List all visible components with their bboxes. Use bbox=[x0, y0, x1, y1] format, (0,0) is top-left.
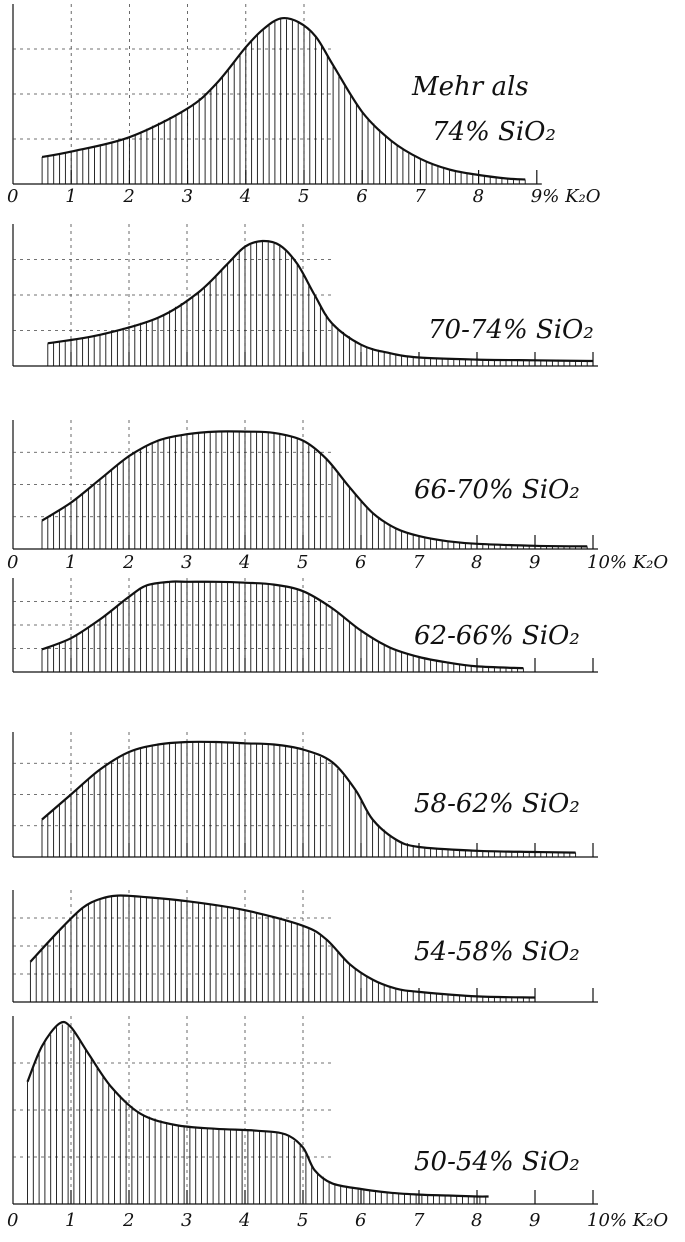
x-tick-label: 5 bbox=[298, 186, 309, 207]
panel-title: 62-66% SiO₂ bbox=[414, 621, 580, 651]
x-tick-label: 8 bbox=[471, 1210, 482, 1231]
x-tick-label: 2 bbox=[122, 186, 134, 207]
x-tick-label: 7 bbox=[414, 186, 426, 207]
panel-title: 74% SiO₂ bbox=[432, 117, 556, 147]
x-tick-label: 1 bbox=[65, 186, 76, 207]
x-tick-label: 5 bbox=[297, 1210, 308, 1231]
x-tick-label: 2 bbox=[122, 1210, 134, 1231]
x-tick-label: 6 bbox=[355, 1210, 366, 1231]
x-tick-label: 0 bbox=[7, 552, 18, 573]
distribution-curve bbox=[41, 740, 576, 854]
x-tick-label: 1 bbox=[65, 1210, 76, 1231]
panel-3: 66-70% SiO₂ 0 1 2 3 4 5 6 7 8 9 10% K₂O bbox=[7, 420, 668, 573]
panel-title: 50-54% SiO₂ bbox=[414, 1147, 580, 1177]
panel-title: 54-58% SiO₂ bbox=[414, 937, 580, 967]
x-tick-label: 2 bbox=[122, 552, 134, 573]
panel-7: 50-54% SiO₂ 0 1 2 3 4 5 6 7 8 9 10% K₂O bbox=[7, 1016, 668, 1231]
distribution-curve bbox=[47, 239, 594, 363]
panel-title: Mehr als bbox=[411, 72, 529, 102]
distribution-curve bbox=[26, 1020, 489, 1198]
panel-4: 62-66% SiO₂ bbox=[12, 578, 598, 673]
x-tick-label: 7 bbox=[413, 1210, 425, 1231]
distribution-curve bbox=[41, 430, 588, 548]
x-tick-label: 3 bbox=[181, 552, 192, 573]
panel-2: 70-74% SiO₂ bbox=[12, 224, 598, 367]
x-tick-label: 4 bbox=[238, 1210, 250, 1231]
panel-1: Mehr als 74% SiO₂ 0 1 2 3 4 5 6 7 8 9% K₂O bbox=[7, 4, 601, 207]
x-tick-label: 9 bbox=[529, 1210, 540, 1231]
distribution-curve bbox=[29, 894, 536, 999]
x-tick-label: 3 bbox=[181, 1210, 192, 1231]
distribution-curve bbox=[41, 16, 526, 181]
x-tick-label: 6 bbox=[356, 186, 367, 207]
panel-title: 66-70% SiO₂ bbox=[414, 475, 580, 505]
x-tick-label: 4 bbox=[238, 552, 250, 573]
panel-title: 58-62% SiO₂ bbox=[414, 789, 580, 819]
panel-title: 70-74% SiO₂ bbox=[428, 315, 594, 345]
x-tick-label: 4 bbox=[239, 186, 251, 207]
x-tick-label: 9 bbox=[529, 552, 540, 573]
distribution-curve bbox=[41, 580, 524, 670]
x-tick-label: 0 bbox=[7, 186, 18, 207]
x-tick-label: 5 bbox=[297, 552, 308, 573]
x-axis-unit-label: 10% K₂O bbox=[587, 1210, 668, 1231]
x-tick-label: 6 bbox=[355, 552, 366, 573]
panel-6: 54-58% SiO₂ bbox=[12, 890, 598, 1003]
x-tick-label: 3 bbox=[182, 186, 193, 207]
x-axis-unit-label: 9% K₂O bbox=[531, 186, 601, 207]
x-tick-label: 8 bbox=[473, 186, 484, 207]
x-tick-label: 1 bbox=[65, 552, 76, 573]
panel-5: 58-62% SiO₂ bbox=[12, 732, 598, 858]
x-axis-unit-label: 10% K₂O bbox=[587, 552, 668, 573]
x-tick-label: 0 bbox=[7, 1210, 18, 1231]
x-tick-label: 8 bbox=[471, 552, 482, 573]
x-tick-label: 7 bbox=[413, 552, 425, 573]
